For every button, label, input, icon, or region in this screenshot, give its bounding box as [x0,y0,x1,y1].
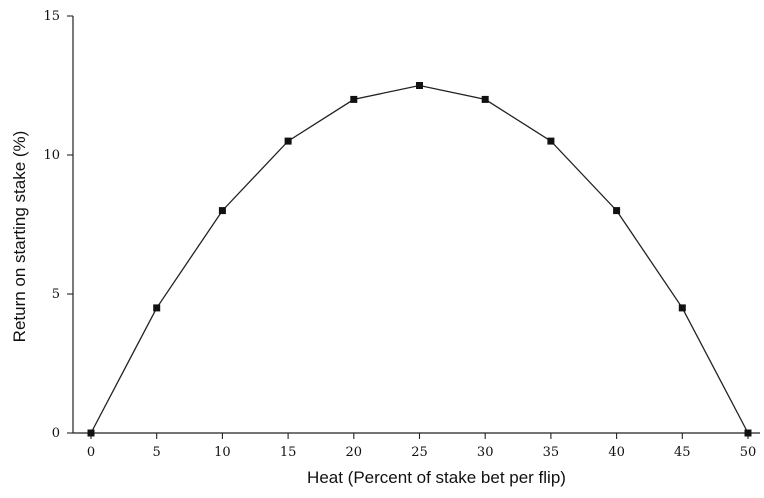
x-tick-label: 20 [346,445,363,460]
x-tick-label: 0 [87,445,95,460]
x-axis-title: Heat (Percent of stake bet per flip) [307,468,566,487]
y-axis-title: Return on starting stake (%) [10,131,29,343]
y-axis-ticks: 0 5 10 15 [43,9,73,441]
data-point [416,82,423,89]
data-series [87,82,752,437]
x-axis-ticks: 0 5 10 15 20 25 30 35 40 45 50 [87,433,756,460]
data-point [153,304,161,312]
x-tick-label: 45 [674,445,691,460]
y-tick-label: 10 [43,148,60,163]
x-tick-label: 15 [280,445,297,460]
data-point [678,304,686,312]
y-tick-label: 0 [52,426,60,441]
data-point [87,429,95,437]
x-tick-label: 40 [608,445,625,460]
series-line [90,84,749,434]
data-point [613,207,621,215]
x-tick-label: 25 [411,445,428,460]
axes [72,16,760,434]
data-point [350,95,358,103]
x-tick-label: 30 [477,445,494,460]
x-tick-label: 5 [153,445,161,460]
x-tick-label: 50 [740,445,757,460]
data-point [547,137,555,145]
data-point [284,137,292,145]
x-tick-label: 35 [543,445,560,460]
y-tick-label: 15 [43,9,60,24]
x-tick-label: 10 [214,445,231,460]
data-point [481,95,489,103]
data-point [744,429,752,437]
data-point [218,207,226,215]
y-tick-label: 5 [52,287,60,302]
